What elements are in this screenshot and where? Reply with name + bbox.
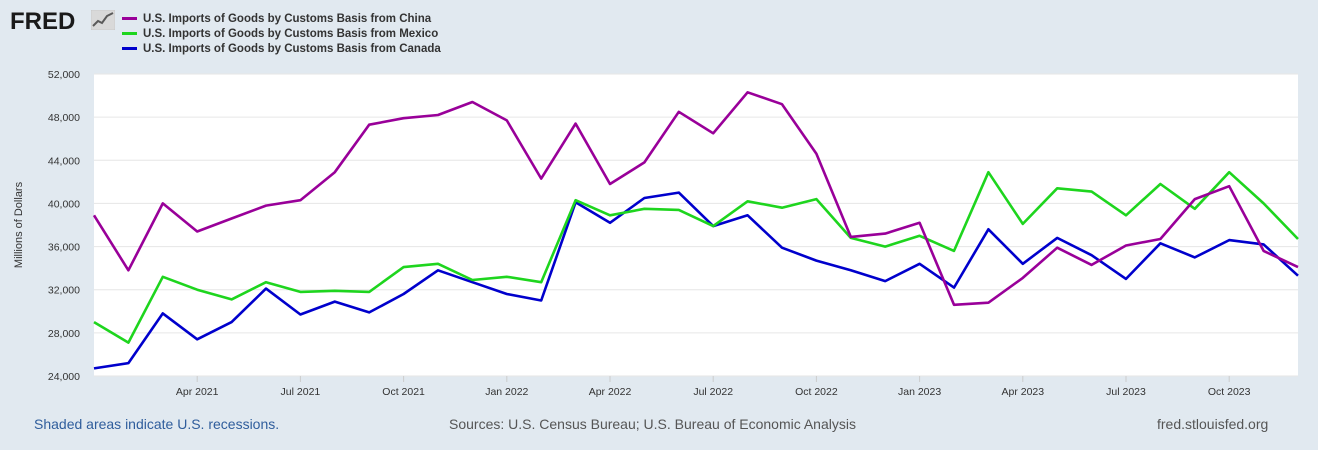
x-tick-label: Jul 2021 [281, 386, 321, 398]
legend-item-china[interactable]: U.S. Imports of Goods by Customs Basis f… [122, 11, 441, 26]
legend-item-mexico[interactable]: U.S. Imports of Goods by Customs Basis f… [122, 26, 441, 41]
x-tick-label: Oct 2023 [1208, 386, 1251, 398]
sources-note: Sources: U.S. Census Bureau; U.S. Bureau… [449, 416, 856, 432]
x-tick-label: Jan 2022 [485, 386, 528, 398]
y-tick-label: 52,000 [48, 69, 80, 81]
series-line-canada[interactable] [93, 191, 1299, 370]
legend-label-mexico: U.S. Imports of Goods by Customs Basis f… [143, 27, 439, 40]
legend-label-china: U.S. Imports of Goods by Customs Basis f… [143, 12, 432, 25]
x-tick-label: Jul 2022 [693, 386, 733, 398]
legend-item-canada[interactable]: U.S. Imports of Goods by Customs Basis f… [122, 41, 441, 56]
x-tick-label: Jan 2023 [898, 386, 941, 398]
y-tick-label: 28,000 [48, 328, 80, 340]
x-tick-label: Apr 2022 [589, 386, 632, 398]
series-line-china[interactable] [92, 91, 1299, 307]
legend-label-canada: U.S. Imports of Goods by Customs Basis f… [143, 42, 441, 55]
y-tick-label: 40,000 [48, 198, 80, 210]
legend-swatch-canada [122, 47, 137, 50]
x-tick-label: Oct 2022 [795, 386, 838, 398]
recessions-note: Shaded areas indicate U.S. recessions. [34, 416, 280, 432]
y-tick-label: 36,000 [48, 242, 80, 254]
x-tick-label: Apr 2021 [176, 386, 219, 398]
chart-header: FRED U.S. Imports of Goods by Customs Ba… [0, 0, 1318, 64]
x-tick-label: Oct 2021 [382, 386, 425, 398]
chart-legend: U.S. Imports of Goods by Customs Basis f… [122, 11, 441, 56]
legend-swatch-china [122, 17, 137, 20]
legend-swatch-mexico [122, 32, 137, 35]
plot-area [94, 74, 1298, 376]
y-tick-label: 32,000 [48, 285, 80, 297]
y-tick-label: 44,000 [48, 155, 80, 167]
x-tick-label: Apr 2023 [1001, 386, 1044, 398]
x-tick-label: Jul 2023 [1106, 386, 1146, 398]
fred-graph-icon [91, 10, 115, 30]
y-tick-label: 24,000 [48, 371, 80, 383]
series-line-mexico[interactable] [93, 170, 1299, 344]
site-link[interactable]: fred.stlouisfed.org [1157, 416, 1269, 432]
y-axis-label: Millions of Dollars [13, 181, 25, 268]
y-tick-label: 48,000 [48, 112, 80, 124]
fred-logo[interactable]: FRED [10, 8, 76, 35]
